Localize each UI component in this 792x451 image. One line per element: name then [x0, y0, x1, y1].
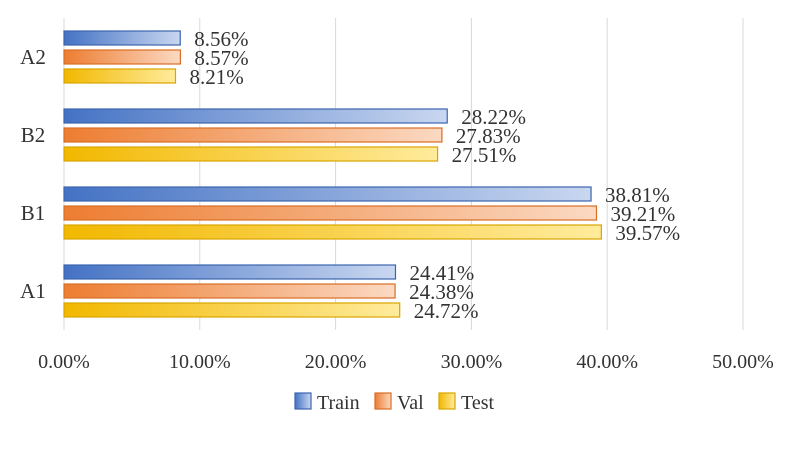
legend-swatch-train [294, 392, 312, 410]
data-label-test-b2: 27.51% [452, 143, 517, 167]
data-label-train-a1: 24.41% [409, 261, 474, 285]
bar-train-a1 [63, 264, 397, 280]
x-tick-label: 20.00% [305, 351, 367, 373]
x-tick-label: 0.00% [38, 351, 90, 373]
legend-label-val: Val [397, 392, 424, 414]
category-axis: A1 B1 B2 A2 [20, 45, 46, 303]
bar-val-a2 [63, 49, 181, 65]
bar-train-b2 [63, 108, 448, 124]
category-label-b1: B1 [21, 201, 46, 225]
legend-swatch-val [374, 392, 392, 410]
data-label-val-b2: 27.83% [456, 124, 521, 148]
data-label-val-a2: 8.57% [194, 46, 248, 70]
bars [63, 30, 602, 318]
bar-test-b1 [63, 224, 602, 240]
bar-train-b1 [63, 186, 592, 202]
bar-val-b2 [63, 127, 443, 143]
data-label-test-a1: 24.72% [414, 299, 479, 323]
category-label-a1: A1 [20, 279, 46, 303]
bar-test-a1 [63, 302, 401, 318]
data-label-test-b1: 39.57% [615, 221, 680, 245]
legend-swatch-test [438, 392, 456, 410]
x-tick-label: 30.00% [441, 351, 503, 373]
legend-label-test: Test [461, 392, 494, 414]
data-label-test-a2: 8.21% [189, 65, 243, 89]
bar-test-b2 [63, 146, 439, 162]
bar-train-a2 [63, 30, 181, 46]
data-label-val-a1: 24.38% [409, 280, 474, 304]
data-label-val-b1: 39.21% [610, 202, 675, 226]
gridlines [63, 18, 744, 330]
data-label-train-b2: 28.22% [461, 105, 526, 129]
x-tick-label: 50.00% [712, 351, 774, 373]
bar-val-a1 [63, 283, 396, 299]
bar-val-b1 [63, 205, 598, 221]
data-label-train-a2: 8.56% [194, 27, 248, 51]
category-label-b2: B2 [21, 123, 46, 147]
data-label-train-b1: 38.81% [605, 183, 670, 207]
legend: Train Val Test [294, 392, 494, 414]
data-labels: 24.41%24.38%24.72% 38.81%39.21%39.57% 28.2… [189, 27, 680, 323]
bar-test-a2 [63, 68, 177, 84]
x-tick-label: 10.00% [169, 351, 231, 373]
x-tick-label: 40.00% [576, 351, 638, 373]
category-label-a2: A2 [20, 45, 46, 69]
legend-label-train: Train [317, 392, 360, 414]
value-axis: 0.00% 10.00% 20.00% 30.00% 40.00% 50.00% [38, 351, 774, 373]
